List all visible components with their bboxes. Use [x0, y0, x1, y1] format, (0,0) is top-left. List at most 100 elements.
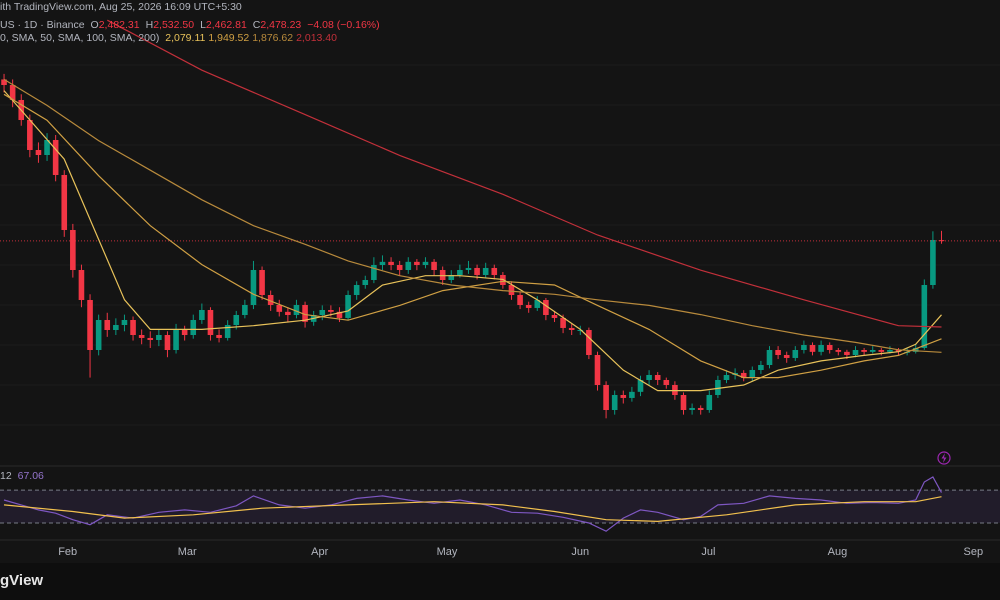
ma-params: 0, SMA, 50, SMA, 100, SMA, 200) — [0, 32, 160, 44]
ohlc-key: O — [90, 19, 99, 31]
candle-body — [457, 270, 463, 275]
candle-body — [104, 320, 111, 330]
candle-body — [646, 375, 652, 380]
candle-body — [792, 350, 799, 358]
candle-body — [35, 150, 42, 155]
candle-body — [379, 261, 386, 265]
candle-body — [328, 310, 334, 312]
ohlc-value: 2,478.23 — [260, 19, 302, 31]
candle-body — [586, 330, 592, 355]
footer-bar — [0, 563, 1000, 600]
candle-body — [224, 325, 231, 338]
candle-body — [439, 270, 446, 280]
line — [3, 78, 942, 353]
candle-body — [723, 375, 730, 380]
x-tick-label: Jun — [571, 546, 589, 558]
grid — [0, 64, 1000, 426]
candle-body — [9, 85, 16, 100]
candle-body — [27, 120, 33, 150]
candle-body — [431, 261, 437, 270]
rsi-band-fill — [0, 490, 1000, 524]
candle-body — [259, 270, 265, 295]
candle-body — [130, 320, 136, 335]
line — [3, 93, 942, 379]
candle-body — [740, 372, 747, 378]
candle-body — [715, 380, 721, 395]
candle-body — [560, 317, 566, 328]
candle-body — [293, 305, 300, 315]
candle-body — [44, 140, 50, 155]
candle-body — [173, 330, 179, 350]
ohlc-key: H — [145, 19, 154, 31]
x-tick-label: Feb — [58, 546, 77, 558]
rsi-header: 12 67.06 — [0, 470, 47, 483]
candle-body — [749, 370, 756, 378]
symbol: US · 1D · Binance — [0, 19, 85, 31]
alert-icon[interactable] — [937, 451, 951, 465]
candle-body — [895, 350, 902, 352]
candle-body — [52, 140, 59, 175]
candle-body — [302, 305, 308, 322]
candle-body — [861, 350, 867, 352]
candle-body — [121, 320, 128, 325]
x-tick-label: Jul — [701, 546, 715, 558]
candle-body — [353, 285, 360, 295]
ohlc-value: 2,462.81 — [205, 19, 247, 31]
ma-value: 1,876.62 — [252, 32, 294, 44]
ohlc-item: L2,462.81 — [200, 19, 250, 31]
candle-body — [663, 380, 670, 385]
candle-body — [1, 79, 7, 85]
ohlc-key: L — [200, 19, 206, 31]
header-ma: 0, SMA, 50, SMA, 100, SMA, 200) 2,079.11… — [0, 32, 340, 45]
rsi-param: 12 — [0, 470, 12, 482]
candle-body — [371, 265, 377, 280]
candle-body — [78, 270, 85, 300]
candle-body — [61, 175, 68, 230]
candle-body — [319, 310, 326, 315]
ohlc-item: H2,532.50 — [146, 19, 197, 31]
candle-body — [912, 347, 919, 352]
logo[interactable]: gView — [0, 572, 44, 589]
candle-body — [465, 267, 472, 270]
candle-body — [706, 395, 713, 410]
candle-body — [95, 320, 102, 350]
line — [3, 496, 942, 523]
candle-body — [190, 320, 197, 335]
candle-body — [758, 365, 764, 370]
candle-body — [164, 335, 171, 350]
candle-body — [276, 305, 283, 312]
candle-body — [181, 330, 188, 335]
candle-body — [113, 325, 119, 330]
line — [3, 90, 942, 392]
candle-body — [611, 395, 618, 410]
ma-value: 2,013.40 — [296, 32, 337, 44]
ma-value: 1,949.52 — [208, 32, 250, 44]
candle-body — [844, 351, 850, 355]
candle-body — [835, 350, 842, 352]
x-tick-label: Apr — [311, 546, 328, 558]
candle-body — [930, 240, 936, 285]
candle-body — [491, 267, 498, 275]
candle-body — [517, 295, 523, 305]
candle-body — [414, 261, 420, 265]
candle-body — [285, 311, 291, 315]
candle-body — [568, 327, 575, 330]
candle-body — [878, 350, 885, 352]
candle-body — [388, 261, 394, 265]
x-tick-label: Mar — [178, 546, 197, 558]
candle-body — [921, 285, 928, 348]
candle-body — [818, 345, 824, 352]
candle-body — [70, 230, 76, 270]
candles — [1, 73, 945, 419]
change: −4.08 (−0.16%) — [307, 19, 380, 31]
candle-body — [938, 240, 945, 242]
candle-body — [680, 395, 687, 410]
candle-body — [654, 375, 661, 380]
candle-body — [336, 311, 343, 318]
candle-body — [689, 407, 695, 410]
candle-body — [697, 407, 704, 410]
candle-body — [156, 335, 162, 340]
candle-body — [766, 350, 773, 365]
